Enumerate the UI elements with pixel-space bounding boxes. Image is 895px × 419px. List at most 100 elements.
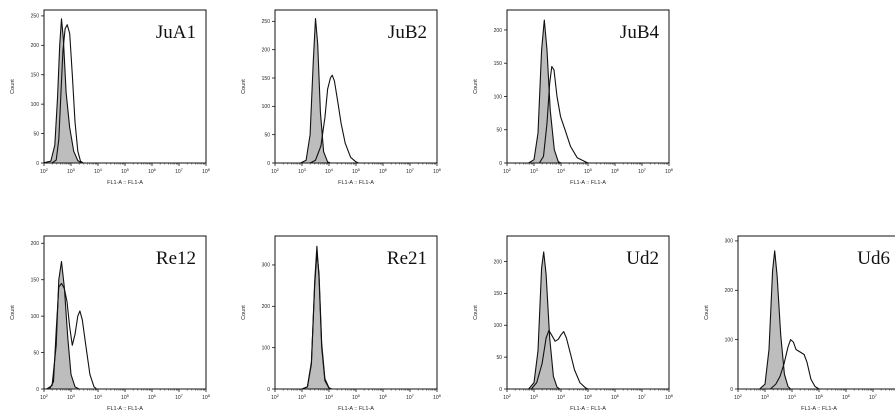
x-tick-label: 105 (352, 393, 361, 402)
y-tick-label: 100 (31, 314, 40, 320)
y-tick-label: 0 (36, 161, 39, 167)
y-tick-label: 0 (499, 161, 502, 167)
y-tick-label: 100 (262, 345, 271, 351)
y-tick-label: 150 (262, 76, 271, 82)
y-tick-label: 200 (262, 47, 271, 53)
sample-histogram (530, 329, 589, 389)
x-axis-label: FL1-A :: FL1-A (107, 406, 143, 412)
y-tick-label: 100 (725, 337, 734, 343)
x-tick-label: 105 (584, 393, 593, 402)
x-tick-label: 107 (638, 167, 647, 176)
y-tick-label: 200 (31, 43, 40, 49)
sample-histogram (48, 282, 98, 389)
histogram-panel-3: 0 50 100 150 200 102 103 104 105 106 107 108 FL1-A :… (473, 9, 674, 186)
x-tick-label: 103 (530, 167, 539, 176)
y-tick-label: 0 (267, 387, 270, 393)
control-histogram (46, 260, 80, 389)
y-tick-label: 250 (262, 19, 271, 25)
x-tick-label: 107 (406, 393, 415, 402)
x-tick-label: 107 (406, 167, 415, 176)
x-tick-label: 106 (148, 167, 157, 176)
x-tick-label: 102 (503, 167, 512, 176)
x-axis-label: FL1-A :: FL1-A (570, 180, 606, 186)
x-tick-label: 103 (298, 393, 307, 402)
x-tick-label: 104 (94, 393, 103, 402)
y-tick-label: 50 (496, 128, 502, 134)
x-tick-label: 107 (175, 167, 184, 176)
y-axis-label: Count (241, 79, 247, 94)
y-tick-label: 50 (33, 350, 39, 356)
x-axis-label: FL1-A :: FL1-A (107, 180, 143, 186)
x-tick-label: 108 (202, 393, 211, 402)
x-tick-label: 107 (175, 393, 184, 402)
y-tick-label: 200 (494, 259, 503, 265)
series-group (46, 260, 98, 389)
panel-title: Re12 (156, 248, 196, 269)
y-axis-label: Count (10, 79, 16, 94)
x-tick-label: 102 (271, 167, 280, 176)
x-tick-label: 106 (379, 393, 388, 402)
y-tick-label: 200 (725, 288, 734, 294)
y-tick-label: 50 (264, 132, 270, 138)
series-group (759, 250, 820, 389)
x-axis-label: FL1-A :: FL1-A (570, 406, 606, 412)
x-tick-label: 106 (611, 393, 620, 402)
y-tick-label: 300 (262, 263, 271, 269)
x-tick-label: 108 (433, 393, 442, 402)
y-tick-label: 100 (494, 94, 503, 100)
sample-histogram (301, 251, 332, 389)
control-histogram (528, 19, 562, 163)
panel-title: JuB4 (620, 22, 660, 43)
y-tick-label: 0 (267, 161, 270, 167)
x-tick-label: 106 (379, 167, 388, 176)
histogram-panel-4: 0 50 100 150 200 102 103 104 105 106 107 108 FL1-A :… (10, 235, 211, 412)
series-group (300, 17, 359, 163)
x-tick-label: 104 (325, 393, 334, 402)
x-tick-label: 106 (611, 167, 620, 176)
control-histogram (44, 18, 83, 163)
x-tick-label: 102 (40, 167, 49, 176)
y-tick-label: 300 (725, 239, 734, 245)
y-tick-label: 0 (36, 387, 39, 393)
histogram-panel-1: 0 50 100 150 200 250 102 103 104 105 106 107 108 FL1-… (10, 9, 211, 186)
y-tick-label: 50 (496, 355, 502, 361)
x-tick-label: 102 (40, 393, 49, 402)
sample-histogram (309, 74, 359, 163)
x-tick-label: 105 (121, 167, 130, 176)
x-tick-label: 103 (67, 393, 76, 402)
control-histogram (528, 251, 561, 389)
panel-title: Re21 (387, 248, 427, 269)
y-tick-label: 150 (31, 73, 40, 79)
panel-title: Ud2 (626, 248, 659, 269)
series-group (301, 245, 333, 389)
y-tick-label: 150 (31, 278, 40, 284)
panel-title: JuA1 (156, 22, 196, 43)
sample-histogram (770, 339, 820, 389)
control-histogram (301, 245, 333, 389)
x-tick-label: 106 (148, 393, 157, 402)
x-tick-label: 104 (557, 393, 566, 402)
x-tick-label: 103 (67, 167, 76, 176)
y-axis-label: Count (473, 79, 479, 94)
y-tick-label: 200 (262, 304, 271, 310)
y-tick-label: 0 (730, 387, 733, 393)
histogram-panel-2: 0 50 100 150 200 250 102 103 104 105 106 107 108 FL1-… (241, 9, 442, 186)
x-tick-label: 105 (352, 167, 361, 176)
control-histogram (759, 250, 792, 389)
x-tick-label: 108 (665, 393, 674, 402)
y-tick-label: 250 (31, 14, 40, 20)
x-tick-label: 103 (298, 167, 307, 176)
y-tick-label: 0 (499, 387, 502, 393)
x-tick-label: 103 (530, 393, 539, 402)
x-tick-label: 108 (202, 167, 211, 176)
y-axis-label: Count (10, 305, 16, 320)
y-tick-label: 100 (262, 104, 271, 110)
x-tick-label: 105 (121, 393, 130, 402)
x-tick-label: 103 (761, 393, 770, 402)
x-tick-label: 107 (869, 393, 878, 402)
x-tick-label: 108 (665, 167, 674, 176)
y-axis-label: Count (473, 305, 479, 320)
